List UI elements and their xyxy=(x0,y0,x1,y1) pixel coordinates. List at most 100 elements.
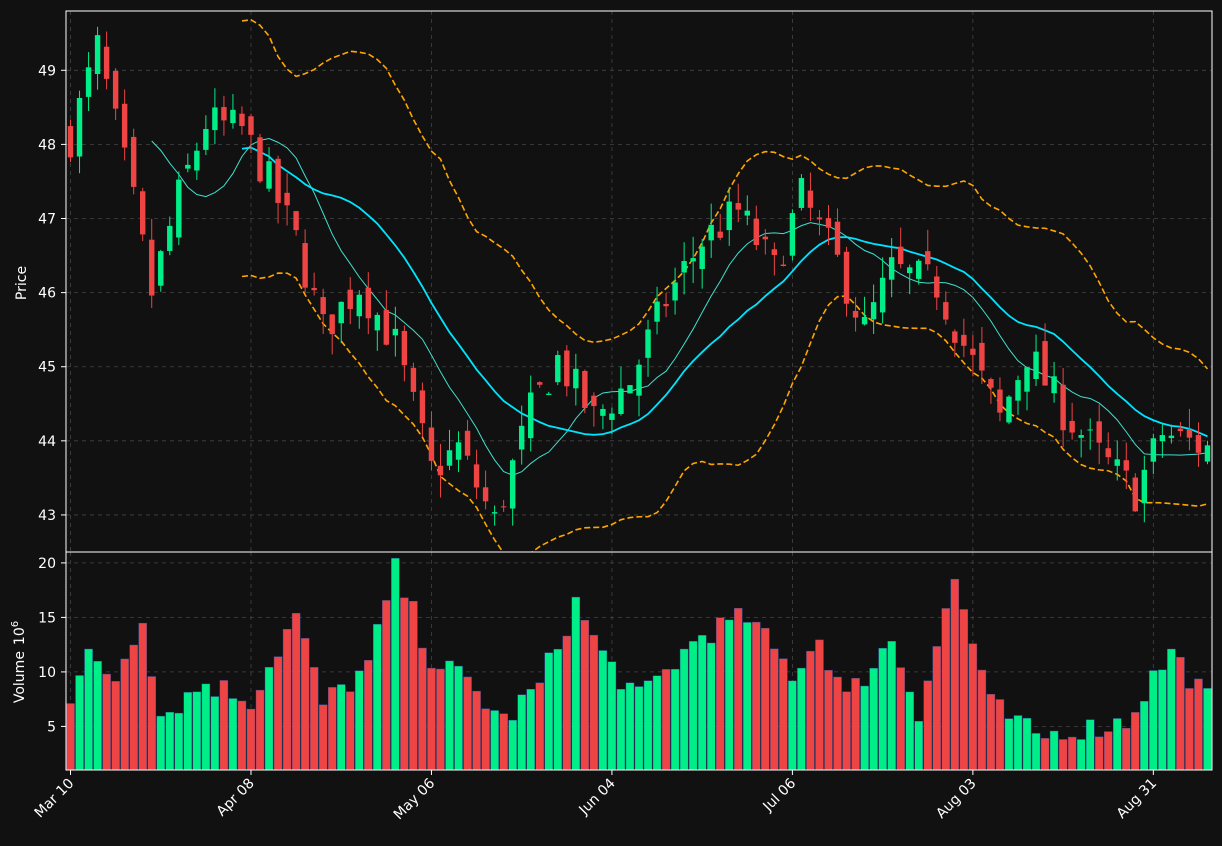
price-tick-label: 45 xyxy=(38,360,56,376)
volume-bar xyxy=(102,673,111,771)
candle-body xyxy=(879,277,886,313)
candle-body xyxy=(843,251,850,304)
volume-bar xyxy=(1085,719,1095,771)
candle-body xyxy=(582,370,588,408)
volume-bar xyxy=(959,609,969,771)
volume-bar xyxy=(869,668,878,771)
candle-body xyxy=(943,302,949,320)
volume-bar xyxy=(914,721,923,771)
volume-bar xyxy=(346,691,355,771)
candle-body xyxy=(528,392,534,439)
candle-body xyxy=(500,506,507,508)
candle-body xyxy=(1087,429,1093,431)
volume-bar xyxy=(770,648,779,771)
volume-bar xyxy=(788,680,797,771)
candle-body xyxy=(861,316,868,325)
volume-bar xyxy=(1122,728,1131,771)
candle-body xyxy=(284,192,290,206)
candle-body xyxy=(834,221,841,255)
volume-bar xyxy=(896,667,905,771)
volume-bar xyxy=(661,669,671,771)
candle-body xyxy=(293,211,299,231)
candle-body xyxy=(934,276,940,298)
candle-body xyxy=(952,331,958,343)
candle-body xyxy=(1195,435,1202,453)
candle-body xyxy=(1105,448,1111,458)
volume-bar xyxy=(210,696,220,771)
candle-body xyxy=(961,334,967,346)
candle-body xyxy=(482,487,489,502)
candle-body xyxy=(717,231,723,238)
volume-bar xyxy=(1040,738,1050,771)
candle-body xyxy=(753,218,760,246)
volume-bar xyxy=(860,685,869,771)
volume-bar xyxy=(273,656,283,771)
candle-body xyxy=(158,251,164,286)
volume-bar xyxy=(734,608,743,771)
candle-body xyxy=(121,103,128,148)
volume-bar xyxy=(535,682,544,771)
volume-bar xyxy=(156,715,165,771)
candle-body xyxy=(491,512,498,514)
candle-body xyxy=(1204,445,1211,462)
candle-body xyxy=(203,128,209,150)
volume-bar xyxy=(1167,648,1176,771)
candle-body xyxy=(564,350,570,387)
volume-bar xyxy=(752,621,761,771)
candle-body xyxy=(744,210,750,216)
candle-body xyxy=(573,368,579,389)
volume-bar xyxy=(544,652,553,771)
candle-body xyxy=(699,246,705,270)
volume-bar xyxy=(589,634,599,771)
volume-bar xyxy=(138,622,147,771)
candle-body xyxy=(239,113,245,127)
candle-body xyxy=(1177,428,1184,432)
volume-bar xyxy=(373,624,382,771)
candle-body xyxy=(735,203,741,210)
candle-body xyxy=(807,190,814,208)
candle-body xyxy=(455,442,462,460)
moving-average-20-line xyxy=(241,146,1208,438)
volume-panel: 5 10 15 20 xyxy=(38,551,1213,771)
volume-bar xyxy=(291,612,301,771)
candle-body xyxy=(888,257,895,280)
candle-body xyxy=(1132,477,1139,512)
volume-bar xyxy=(409,600,418,771)
candle-body xyxy=(609,413,615,420)
candle-body xyxy=(1069,420,1075,433)
candle-body xyxy=(1024,367,1030,392)
candle-body xyxy=(103,46,110,79)
volume-bar xyxy=(1067,736,1077,771)
candle-body xyxy=(257,137,263,182)
candle-body xyxy=(663,303,669,307)
candle-body xyxy=(320,297,326,315)
price-tick-label: 47 xyxy=(38,212,56,228)
candle-body xyxy=(185,164,191,169)
volume-bar xyxy=(851,678,860,771)
volume-bar xyxy=(1022,717,1032,771)
volume-bar xyxy=(1076,739,1086,771)
volume-bar xyxy=(418,647,427,771)
candle-body xyxy=(816,217,823,220)
volume-bar xyxy=(598,650,608,771)
candle-body xyxy=(149,239,155,296)
volume-bar xyxy=(688,641,698,771)
volume-panel-frame xyxy=(65,551,1213,771)
candle-body xyxy=(636,364,642,396)
candle-body xyxy=(708,224,714,241)
volume-bar xyxy=(625,682,635,771)
volume-bar xyxy=(219,680,229,771)
candle-body xyxy=(627,385,633,394)
candle-body xyxy=(997,389,1003,413)
candle-body xyxy=(852,310,859,318)
volume-bar xyxy=(445,660,454,771)
volume-bar xyxy=(761,627,770,771)
candle-body xyxy=(1150,438,1157,462)
candle-body xyxy=(672,282,678,301)
candle-body xyxy=(275,158,281,203)
volume-bar xyxy=(797,667,806,771)
volume-bar xyxy=(779,658,788,771)
price-tick-label: 43 xyxy=(38,508,56,524)
candle-body xyxy=(85,67,92,97)
